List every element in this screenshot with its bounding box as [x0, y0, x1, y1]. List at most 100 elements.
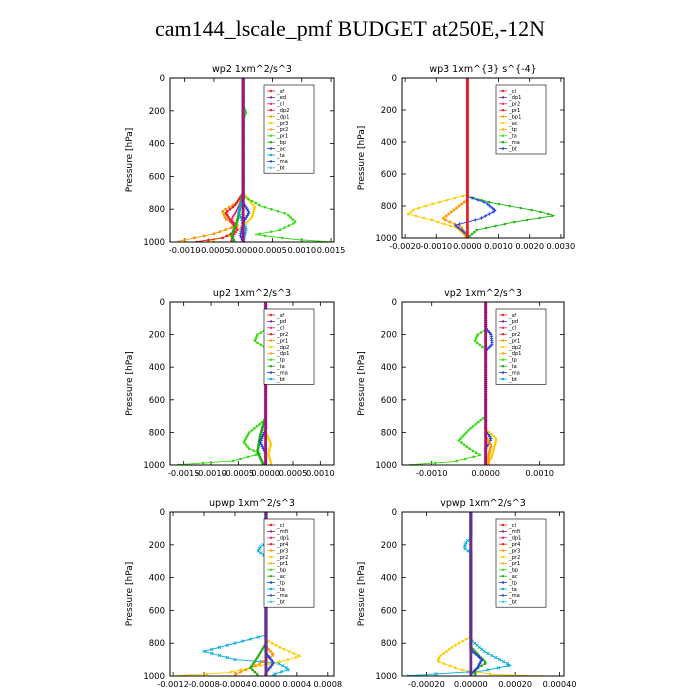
data-point	[469, 518, 473, 522]
data-point	[489, 436, 493, 441]
legend-label: _tp	[508, 580, 518, 586]
data-point	[484, 363, 487, 367]
legend-marker	[501, 333, 505, 336]
data-point	[538, 216, 541, 220]
data-point	[263, 234, 267, 238]
data-point	[476, 420, 480, 424]
data-point	[466, 234, 469, 238]
y-tick-label: 800	[381, 202, 397, 212]
chart-panel-2: wp3 1xm^{3} s^{-4} Pressure [hPa] 0 200 400 6…	[357, 64, 575, 251]
data-point	[469, 514, 473, 518]
data-point	[241, 101, 245, 104]
data-point	[253, 427, 256, 430]
data-point	[264, 648, 268, 651]
data-point	[469, 516, 473, 520]
data-point	[241, 207, 245, 211]
data-point	[469, 576, 473, 579]
data-point	[278, 660, 281, 663]
data-point	[475, 666, 480, 670]
data-point	[444, 214, 448, 218]
data-point	[223, 216, 227, 219]
data-point	[466, 214, 469, 218]
data-point	[490, 455, 493, 459]
data-point	[264, 633, 268, 637]
y-tick-label: 1000	[143, 238, 165, 248]
data-point	[202, 234, 206, 238]
data-point	[246, 445, 249, 448]
data-point	[469, 533, 473, 536]
data-point	[469, 607, 473, 610]
data-point	[485, 202, 490, 206]
data-point	[484, 349, 487, 353]
data-point	[282, 648, 286, 651]
data-point	[463, 200, 466, 204]
data-point	[457, 204, 461, 208]
data-point	[237, 214, 240, 217]
data-point	[466, 84, 469, 88]
data-point	[221, 209, 225, 213]
data-point	[260, 444, 265, 449]
data-point	[258, 203, 261, 207]
data-point	[466, 150, 469, 154]
data-point	[264, 617, 268, 620]
data-point	[460, 202, 464, 206]
data-point	[276, 209, 280, 213]
data-point	[484, 429, 487, 432]
data-point	[269, 650, 272, 653]
data-point	[483, 214, 488, 218]
data-point	[264, 664, 268, 668]
data-point	[239, 457, 242, 461]
data-point	[264, 384, 267, 387]
data-point	[241, 107, 245, 111]
data-point	[232, 213, 236, 217]
y-tick-label: 200	[149, 331, 165, 341]
data-point	[241, 230, 245, 234]
data-point	[494, 437, 498, 440]
legend-label: _cl	[508, 523, 516, 529]
data-point	[244, 443, 248, 446]
data-point	[484, 384, 487, 387]
data-point	[469, 523, 473, 526]
legend-marker	[501, 594, 505, 597]
data-point	[479, 331, 483, 334]
data-point	[490, 206, 494, 210]
data-point	[469, 549, 473, 553]
data-point	[484, 333, 487, 336]
data-point	[486, 668, 490, 672]
data-point	[466, 160, 469, 164]
data-point	[550, 214, 554, 218]
legend-label: _cl	[276, 102, 284, 108]
x-tick-label: -0.0012	[157, 679, 189, 689]
data-point	[497, 657, 502, 662]
data-point	[469, 578, 473, 581]
x-tick-label: 0.0010	[525, 468, 554, 478]
legend-label: _dp2	[276, 108, 289, 114]
data-point	[241, 78, 245, 80]
data-point	[267, 451, 270, 455]
panel-title: upwp 1xm^2/s^3	[209, 498, 295, 509]
data-point	[258, 652, 262, 655]
data-point	[484, 433, 487, 436]
data-point	[484, 347, 487, 351]
data-point	[241, 144, 245, 147]
data-point	[264, 668, 268, 672]
data-point	[469, 520, 473, 524]
data-point	[476, 663, 481, 668]
data-point	[259, 457, 263, 461]
data-point	[466, 86, 469, 90]
data-point	[264, 422, 267, 426]
data-point	[462, 545, 467, 549]
data-point	[258, 440, 263, 445]
data-point	[244, 437, 248, 440]
data-point	[241, 105, 245, 108]
data-point	[241, 205, 245, 209]
data-point	[469, 543, 473, 547]
data-point	[233, 674, 237, 676]
data-point	[241, 197, 245, 201]
data-point	[471, 424, 475, 428]
data-point	[267, 453, 271, 457]
legend: _sf_ed_cl_dp2_dp1_pr3_pr2_pr1_bp_ac_ta_m…	[263, 84, 315, 174]
data-point	[472, 455, 475, 459]
data-point	[466, 152, 469, 156]
data-point	[258, 551, 263, 555]
